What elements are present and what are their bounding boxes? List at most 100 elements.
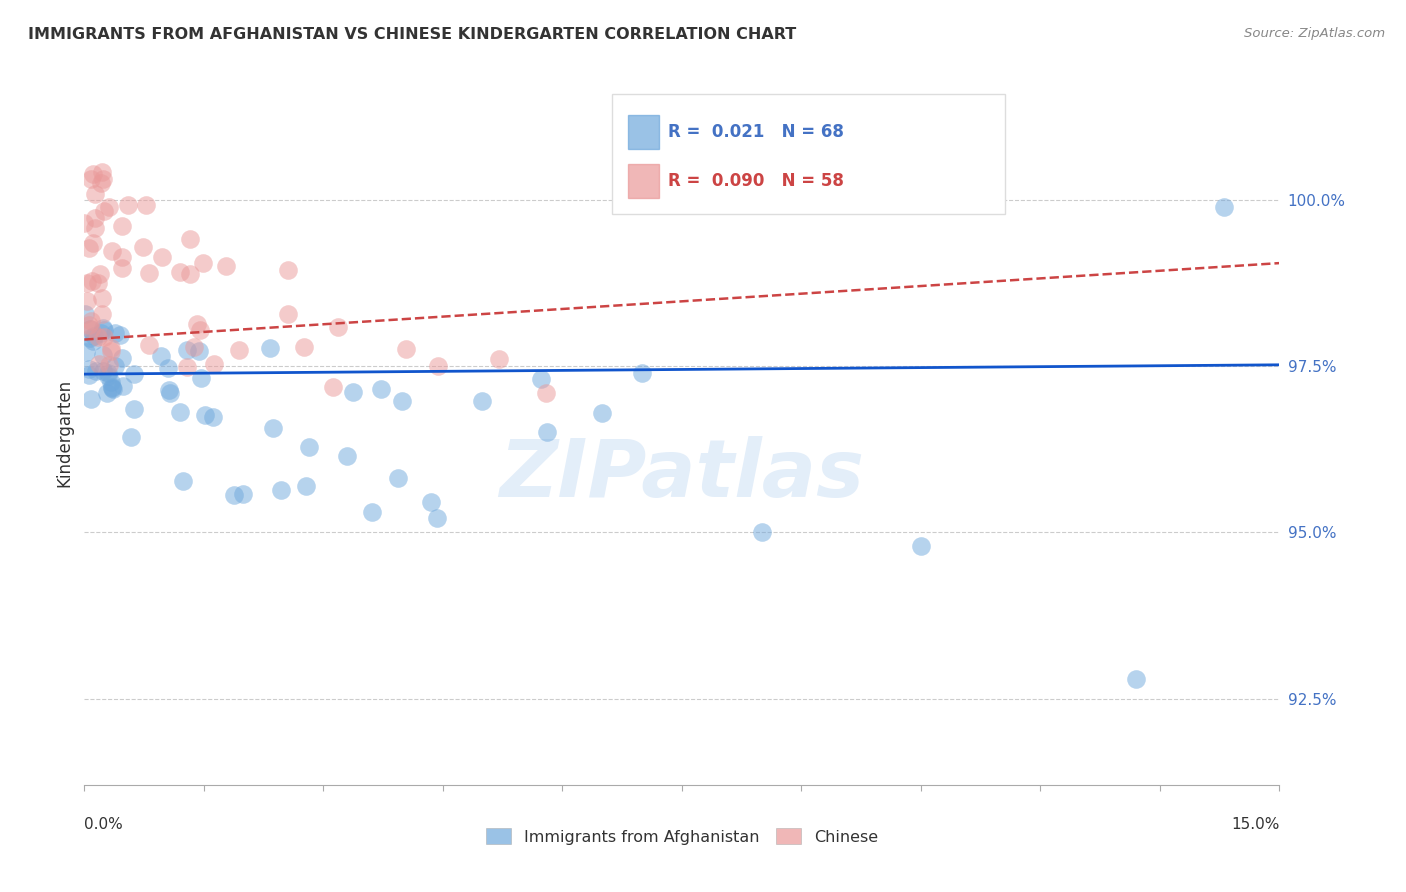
Point: [98, 200, 121, 214]
Point: [73, 307, 96, 321]
Point: [93, 323, 115, 337]
Point: [169, 265, 191, 279]
Point: [96, 386, 118, 401]
Point: [87, 276, 110, 290]
Point: [93, 320, 115, 334]
Point: [80, 274, 103, 288]
Point: [117, 198, 139, 212]
Point: [93, 330, 115, 344]
Point: [395, 342, 418, 356]
Point: [111, 351, 134, 365]
Text: R =  0.021   N = 68: R = 0.021 N = 68: [668, 123, 844, 141]
Point: [342, 384, 364, 399]
Point: [387, 471, 409, 485]
Point: [190, 371, 212, 385]
Point: [172, 474, 194, 488]
Point: [298, 440, 321, 454]
Text: IMMIGRANTS FROM AFGHANISTAN VS CHINESE KINDERGARTEN CORRELATION CHART: IMMIGRANTS FROM AFGHANISTAN VS CHINESE K…: [28, 27, 796, 42]
Point: [83, 221, 105, 235]
Text: R =  0.090   N = 58: R = 0.090 N = 58: [668, 172, 844, 190]
Point: [111, 260, 134, 275]
Text: 0.0%: 0.0%: [84, 817, 124, 831]
Point: [79, 361, 101, 376]
Point: [262, 421, 284, 435]
Point: [132, 240, 155, 254]
Point: [426, 511, 449, 525]
Point: [159, 386, 181, 401]
Point: [138, 338, 160, 352]
Point: [80, 392, 103, 406]
Point: [101, 244, 124, 258]
Y-axis label: Kindergarten: Kindergarten: [55, 378, 73, 487]
Point: [97, 368, 120, 383]
Point: [135, 198, 157, 212]
Point: [1212, 200, 1234, 214]
Point: [111, 219, 134, 234]
Point: [110, 327, 132, 342]
Point: [84, 364, 107, 378]
Point: [77, 318, 100, 332]
Point: [183, 340, 205, 354]
Point: [97, 358, 120, 372]
Point: [90, 176, 112, 190]
Point: [100, 341, 122, 355]
Point: [294, 479, 316, 493]
Legend: Immigrants from Afghanistan, Chinese: Immigrants from Afghanistan, Chinese: [479, 822, 884, 851]
Point: [76, 276, 98, 290]
Point: [103, 382, 125, 396]
Point: [179, 232, 201, 246]
Point: [188, 344, 211, 359]
Point: [391, 394, 413, 409]
Point: [91, 307, 114, 321]
Point: [91, 364, 114, 378]
Point: [150, 250, 173, 264]
Point: [201, 410, 224, 425]
Point: [80, 322, 103, 336]
Point: [910, 539, 932, 553]
Point: [191, 256, 214, 270]
Point: [87, 358, 110, 372]
Point: [124, 367, 146, 381]
Point: [91, 172, 114, 186]
Point: [336, 449, 359, 463]
Point: [228, 343, 250, 358]
Point: [79, 331, 101, 345]
Point: [631, 366, 654, 380]
Point: [90, 291, 112, 305]
Point: [370, 382, 392, 396]
Point: [530, 372, 553, 386]
Point: [101, 381, 124, 395]
Point: [326, 320, 349, 334]
Point: [488, 352, 510, 367]
Point: [79, 368, 101, 383]
Point: [471, 393, 494, 408]
Point: [270, 483, 292, 497]
Point: [82, 167, 104, 181]
Point: [104, 326, 127, 340]
Point: [83, 187, 105, 202]
Point: [426, 359, 449, 373]
Point: [276, 307, 298, 321]
Point: [215, 260, 238, 274]
Point: [111, 250, 134, 264]
Point: [76, 294, 98, 309]
Point: [179, 267, 201, 281]
Point: [84, 211, 107, 225]
Point: [536, 385, 558, 400]
Point: [232, 487, 254, 501]
Point: [101, 380, 124, 394]
Point: [188, 323, 211, 337]
Point: [104, 359, 127, 373]
Point: [120, 430, 142, 444]
Point: [112, 379, 135, 393]
Point: [159, 383, 181, 397]
Point: [82, 235, 104, 250]
Point: [97, 366, 120, 380]
Point: [292, 340, 315, 354]
Point: [186, 317, 208, 331]
Point: [157, 360, 180, 375]
Point: [138, 266, 160, 280]
Point: [100, 344, 122, 359]
Point: [83, 329, 105, 343]
Point: [100, 375, 122, 389]
